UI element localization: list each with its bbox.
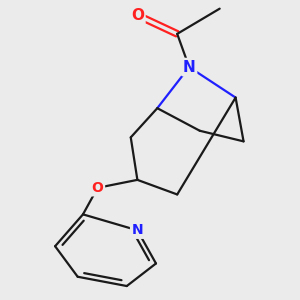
Text: N: N [132, 223, 143, 237]
Text: O: O [92, 181, 104, 195]
Text: N: N [183, 60, 196, 75]
Text: O: O [131, 8, 144, 23]
